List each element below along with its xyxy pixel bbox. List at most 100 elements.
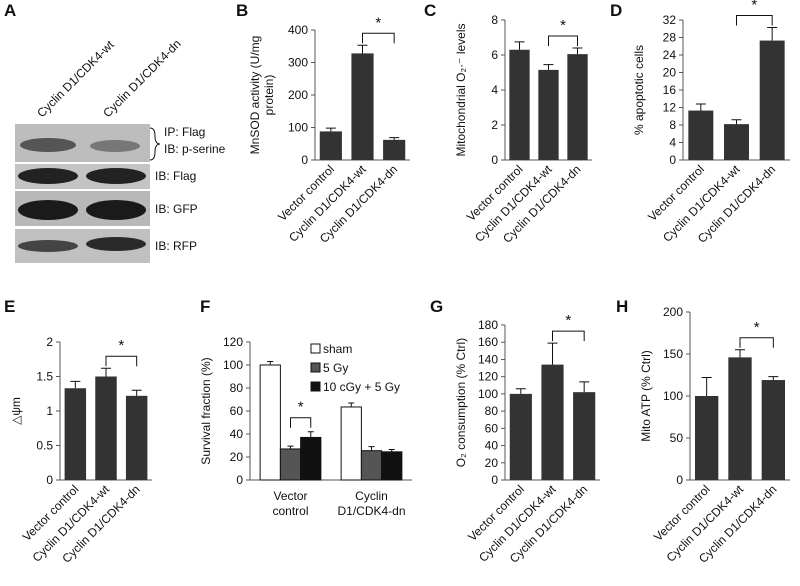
bar: [759, 40, 785, 160]
y-tick-label: 0: [676, 473, 683, 487]
legend-swatch: [310, 362, 321, 373]
error-bar: [579, 381, 590, 393]
y-tick-label: 0: [236, 473, 243, 487]
y-tick-label: 60: [230, 404, 244, 418]
panel-letter: B: [236, 1, 248, 20]
bar: [340, 406, 362, 481]
error-bar: [131, 389, 142, 396]
y-tick-label: 1: [46, 404, 53, 418]
y-tick-label: 12: [663, 101, 677, 115]
y-tick-label: 100: [663, 389, 683, 403]
y-tick-label: 120: [478, 370, 498, 384]
bar: [279, 448, 302, 481]
y-tick-label: 300: [288, 56, 308, 70]
y-tick-label: 0: [46, 473, 53, 487]
significance-label: *: [118, 337, 124, 354]
significance-bracket: [290, 417, 312, 428]
bar: [300, 436, 322, 481]
y-tick-label: 40: [485, 439, 499, 453]
significance-label: *: [565, 312, 571, 329]
y-axis-label: MnSOD activity (U/mg: [248, 36, 262, 155]
panel-letter: F: [200, 297, 210, 316]
y-axis-label: △ψm: [9, 397, 23, 425]
x-tick-label: Vector control: [272, 489, 308, 518]
bar: [509, 49, 530, 160]
panel-letter: A: [4, 1, 16, 20]
y-tick-label: 150: [663, 347, 683, 361]
y-tick-label: 100: [223, 358, 243, 372]
x-tick-label: Vector control: [651, 482, 713, 544]
y-tick-label: 100: [288, 121, 308, 135]
y-tick-label: 20: [230, 450, 244, 464]
y-axis-label: Mitochondrial O₂·⁻ levels: [454, 23, 468, 156]
panel-letter: G: [430, 297, 443, 316]
blot-band: [86, 200, 146, 220]
error-bar: [695, 103, 706, 111]
legend-label: 10 cGy + 5 Gy: [323, 380, 400, 394]
y-tick-label: 0: [301, 153, 308, 167]
significance-bracket: [105, 355, 138, 367]
significance-label: *: [375, 14, 381, 31]
y-tick-label: 32: [663, 13, 677, 27]
bar: [728, 357, 752, 480]
legend-swatch: [310, 343, 321, 354]
y-tick-label: 0.5: [36, 439, 53, 453]
y-tick-label: 28: [663, 31, 677, 45]
blot-band: [18, 240, 78, 252]
y-axis-label: % apoptotic cells: [632, 45, 646, 135]
y-axis-label: Survival fraction (%): [199, 357, 213, 464]
y-tick-label: 400: [288, 23, 308, 37]
y-tick-label: 200: [663, 305, 683, 319]
y-tick-label: 20: [485, 456, 499, 470]
legend-swatch: [310, 381, 321, 392]
y-axis-label: protein): [262, 75, 276, 116]
error-bar: [514, 41, 525, 50]
bar: [381, 451, 403, 481]
y-tick-label: 60: [485, 421, 499, 435]
row-label: IB: Flag: [155, 169, 196, 183]
y-tick-label: 140: [478, 352, 498, 366]
bar: [724, 124, 749, 160]
y-tick-label: 8: [669, 118, 676, 132]
significance-bracket: [552, 330, 585, 342]
legend-label: sham: [323, 342, 352, 356]
error-bar: [101, 367, 111, 377]
y-tick-label: 1.5: [36, 370, 53, 384]
y-tick-label: 50: [670, 431, 684, 445]
y-tick-label: 160: [478, 335, 498, 349]
panel-letter: H: [616, 297, 628, 316]
bar: [259, 364, 281, 481]
y-tick-label: 80: [485, 404, 499, 418]
error-bar: [348, 402, 355, 407]
y-tick-label: 0: [491, 153, 498, 167]
error-bar: [547, 342, 558, 365]
bar: [688, 110, 714, 160]
significance-label: *: [560, 17, 566, 34]
bar: [351, 53, 374, 160]
y-tick-label: 4: [491, 83, 498, 97]
row-label: IB: GFP: [155, 202, 198, 216]
blot-band: [90, 140, 140, 152]
error-bar: [731, 119, 742, 125]
error-bar: [543, 64, 554, 70]
bar: [695, 396, 719, 480]
bar: [567, 54, 588, 160]
bracket: [149, 127, 161, 161]
error-bar: [287, 445, 294, 449]
y-tick-label: 2: [491, 118, 498, 132]
y-tick-label: 40: [230, 427, 244, 441]
significance-bracket: [548, 35, 578, 46]
panel-letter: D: [610, 1, 622, 20]
blot-band: [86, 168, 146, 184]
error-bar: [701, 377, 712, 396]
bar: [573, 392, 596, 480]
row-label: IB: RFP: [155, 239, 197, 253]
error-bar: [70, 380, 81, 389]
error-bar: [735, 349, 745, 358]
panel-letter: C: [424, 1, 436, 20]
error-bar: [572, 47, 583, 55]
significance-label: *: [751, 0, 757, 13]
blot-band: [18, 168, 78, 184]
bar: [541, 364, 564, 480]
y-axis-label: Mito ATP (% Ctrl): [639, 350, 653, 442]
